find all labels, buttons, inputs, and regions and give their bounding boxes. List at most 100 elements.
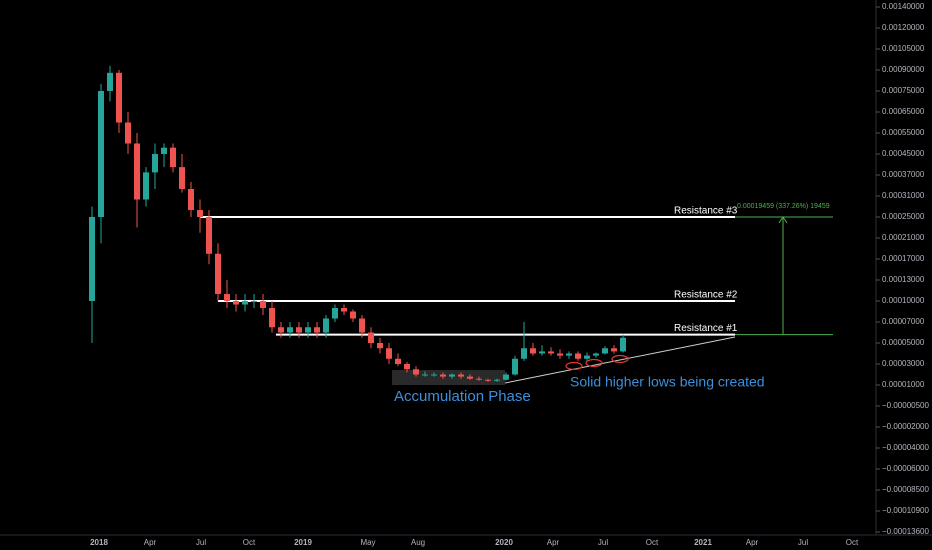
candle-body: [251, 301, 257, 302]
candle-body: [449, 374, 455, 377]
y-tick-label: 0.00045000: [882, 149, 925, 158]
y-tick-label: 0.00017000: [882, 254, 925, 263]
annotation: Accumulation Phase: [394, 388, 531, 405]
candle-body: [242, 301, 248, 305]
x-tick-label: Apr: [547, 538, 560, 547]
candle-body: [188, 189, 194, 210]
candle-body: [386, 348, 392, 359]
x-tick-label: Oct: [846, 538, 859, 547]
candle-body: [359, 318, 365, 333]
candle-body: [458, 374, 464, 377]
candle-body: [485, 379, 491, 381]
candle-body: [161, 147, 167, 154]
candle-body: [548, 351, 554, 354]
x-tick-label: 2021: [694, 538, 712, 547]
candle-body: [224, 294, 230, 301]
candle-body: [143, 172, 149, 200]
candle-body: [314, 327, 320, 333]
y-tick-label: 0.00037000: [882, 170, 925, 179]
candle-body: [89, 217, 95, 301]
y-tick-label: 0.00025000: [882, 212, 925, 221]
candle-body: [503, 374, 509, 380]
candle-body: [530, 348, 536, 354]
y-tick-label: −0.00004000: [882, 443, 929, 452]
candle-body: [494, 379, 500, 381]
measure-label: 0.00019459 (337.26%) 19459: [737, 203, 830, 210]
candle-body: [395, 358, 401, 364]
y-tick-label: 0.00065000: [882, 107, 925, 116]
candle-body: [566, 353, 572, 356]
candle-body: [197, 210, 203, 217]
candle-body: [368, 332, 374, 343]
candle-body: [602, 348, 608, 354]
annotation: Solid higher lows being created: [570, 374, 765, 390]
candle-body: [206, 217, 212, 254]
y-tick-label: 0.00021000: [882, 233, 925, 242]
low-marker: [611, 354, 629, 364]
y-tick-label: 0.00013000: [882, 275, 925, 284]
candle-body: [467, 376, 473, 379]
y-tick-label: 0.00105000: [882, 44, 925, 53]
y-tick-label: −0.00000500: [882, 401, 929, 410]
y-tick-label: 0.00010000: [882, 296, 925, 305]
candle-body: [611, 348, 617, 352]
candle-body: [584, 355, 590, 359]
candle-body: [422, 374, 428, 376]
candle-body: [116, 72, 122, 123]
candle-body: [287, 327, 293, 333]
y-tick-label: 0.00055000: [882, 128, 925, 137]
x-tick-label: Jul: [196, 538, 206, 547]
y-tick-label: 0.00120000: [882, 23, 925, 32]
candle-body: [341, 308, 347, 312]
candle-body: [215, 253, 221, 294]
candle-body: [440, 374, 446, 377]
y-tick-label: −0.00008500: [882, 485, 929, 494]
x-tick-label: Apr: [144, 538, 157, 547]
y-tick-label: 0.00140000: [882, 2, 925, 11]
resistance-label: Resistance #1: [674, 323, 738, 334]
y-tick-label: −0.00006000: [882, 464, 929, 473]
y-tick-label: 0.00007000: [882, 317, 925, 326]
candle-body: [404, 364, 410, 370]
x-tick-label: Jul: [598, 538, 608, 547]
candle-body: [350, 311, 356, 319]
candle-body: [125, 122, 131, 144]
candle-body: [278, 327, 284, 333]
x-tick-label: Aug: [411, 538, 425, 547]
candle-body: [233, 301, 239, 305]
candle-body: [575, 353, 581, 359]
x-tick-label: Apr: [746, 538, 759, 547]
y-tick-label: 0.00001000: [882, 380, 925, 389]
candle-body: [521, 348, 527, 359]
candle-body: [152, 154, 158, 173]
x-tick-label: Oct: [243, 538, 256, 547]
measure-arrow-head: [778, 216, 788, 224]
candle-body: [413, 369, 419, 375]
x-tick-label: May: [360, 538, 375, 547]
x-tick-label: 2018: [90, 538, 108, 547]
x-tick-label: Oct: [646, 538, 659, 547]
low-marker: [565, 361, 583, 371]
y-tick-label: −0.00010900: [882, 506, 929, 515]
y-tick-label: −0.00002000: [882, 422, 929, 431]
candle-body: [305, 327, 311, 333]
candle-body: [107, 72, 113, 91]
candle-body: [332, 308, 338, 319]
candle-body: [620, 337, 626, 352]
candle-body: [134, 143, 140, 200]
candle-body: [431, 374, 437, 376]
y-tick-label: 0.00031000: [882, 191, 925, 200]
candle-body: [476, 378, 482, 380]
y-tick-label: 0.00075000: [882, 86, 925, 95]
x-tick-label: Jul: [798, 538, 808, 547]
candle-body: [260, 301, 266, 308]
resistance-label: Resistance #3: [674, 206, 738, 217]
candle-body: [179, 167, 185, 189]
candle-body: [539, 351, 545, 354]
candle-body: [593, 353, 599, 356]
x-tick-label: 2019: [294, 538, 312, 547]
y-tick-label: 0.00003000: [882, 359, 925, 368]
candle-body: [512, 358, 518, 375]
